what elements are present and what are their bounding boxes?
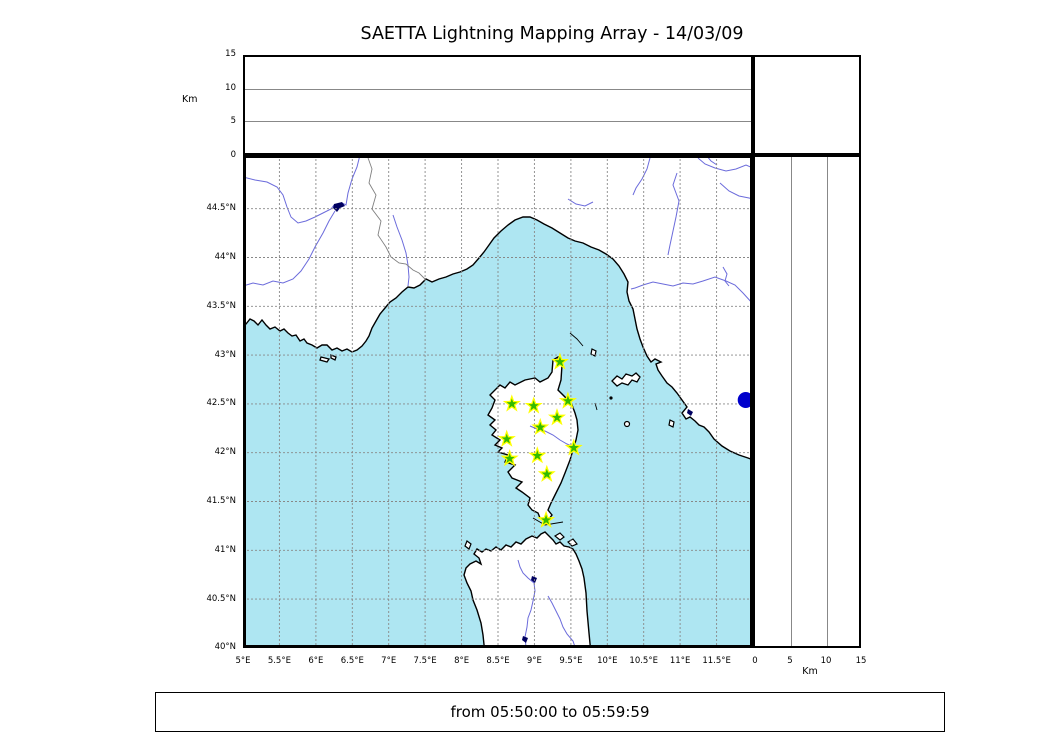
station-marker [528,446,547,464]
lat-tick: 40°N [214,642,236,652]
station-marker [500,449,519,467]
lon-tick: 7.5°E [413,656,437,666]
lon-tick: 6°E [308,656,324,666]
station-marker [537,464,556,482]
altitude-latitude-panel [753,155,861,648]
giglio-island [668,419,675,428]
station-marker [497,429,516,447]
time-window-text: from 05:50:00 to 05:59:59 [450,703,650,721]
alt-tick-15: 15 [225,49,236,59]
lon-tick: 11.5°E [702,656,731,666]
alt-tick-0: 0 [230,149,236,160]
time-window-box: from 05:50:00 to 05:59:59 [155,692,945,732]
figure-title: SAETTA Lightning Mapping Array - 14/03/0… [360,24,744,44]
altitude-gridline-10km [245,88,751,90]
lon-tick: 10°E [597,656,618,666]
station-marker [550,352,569,370]
lon-tick: 5°E [235,656,251,666]
rkm-tick-5: 5 [787,656,793,666]
lat-tick: 41.5°N [206,496,236,506]
lat-tick: 40.5°N [206,594,236,604]
alt-tick-10: 10 [225,82,236,93]
elba-island [611,372,641,387]
station-marker [524,396,543,414]
islet [609,396,613,400]
rkm-tick-15: 15 [855,656,867,666]
map-border [243,155,753,648]
alt-tick-5: 5 [230,116,236,126]
sardinia-coast [463,531,592,648]
map-panel [243,155,753,648]
altitude-axis-label: Km [182,94,198,105]
altitude-gridline-5km [791,157,792,646]
lon-tick: 5.5°E [267,656,291,666]
altitude-gridline-5km [245,120,751,122]
rkm-tick-10: 10 [820,656,832,666]
graticule [243,155,753,648]
lon-tick: 9.5°E [559,656,583,666]
lat-tick: 44.5°N [206,203,236,213]
station-marker [558,391,578,409]
lightning-sources-layer [737,392,753,408]
lon-tick: 6.5°E [340,656,364,666]
corner-panel [753,55,861,155]
lon-tick: 9°E [526,656,542,666]
lightning-source-dot [737,392,753,408]
lat-tick: 43.5°N [206,301,236,311]
lat-tick: 42.5°N [206,398,236,408]
lma-stations-layer [497,352,583,528]
lat-tick: 41°N [214,545,236,555]
hyeres-islands [319,354,337,363]
country-border [366,155,426,280]
asinara-island [464,540,472,550]
lon-tick: 10.5°E [629,656,658,666]
lat-tick: 42°N [214,447,236,457]
altitude-gridline-10km [827,157,828,646]
capraia-island [590,348,597,357]
lon-tick: 11°E [669,656,691,666]
altitude-longitude-panel [243,55,753,155]
lon-tick: 8°E [454,656,470,666]
rkm-tick-0: 0 [752,656,758,666]
station-marker [547,408,566,426]
station-marker [564,438,583,456]
lon-tick: 7°E [381,656,397,666]
lon-tick: 8.5°E [486,656,510,666]
station-marker [537,510,556,528]
mainland-coast [243,155,753,461]
station-marker [502,394,521,412]
lat-tick: 43°N [214,350,236,360]
altitude-axis-label-bottom: Km [802,666,818,677]
lat-tick: 44°N [214,252,236,262]
station-marker [531,417,550,435]
pianosa-island [623,420,631,428]
